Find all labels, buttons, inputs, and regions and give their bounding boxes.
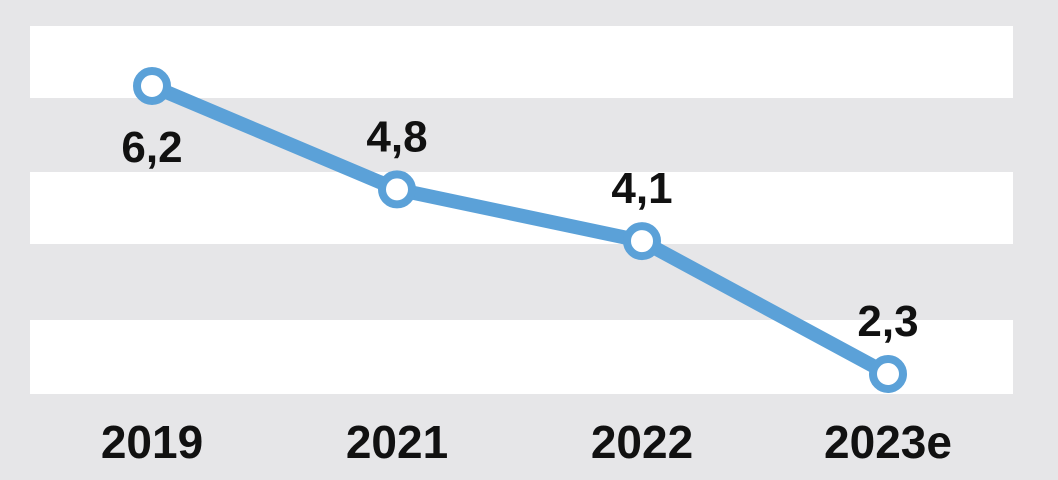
data-point-2022 xyxy=(623,222,661,261)
data-point-2019 xyxy=(133,67,171,105)
series-layer xyxy=(133,67,907,393)
data-label-2019: 6,2 xyxy=(121,123,182,172)
x-tick-label-2019: 2019 xyxy=(101,416,203,468)
data-point-2021 xyxy=(378,170,416,209)
x-axis-tick-labels: 2019 2021 2022 2023e xyxy=(101,416,952,468)
data-label-2022: 4,1 xyxy=(611,164,672,213)
x-tick-label-2023e: 2023e xyxy=(824,416,952,468)
series-line xyxy=(145,79,895,381)
data-label-2023e: 2,3 xyxy=(857,297,918,346)
data-label-2021: 4,8 xyxy=(366,112,427,161)
plot-band xyxy=(30,172,1013,244)
data-point-2023e xyxy=(869,355,907,393)
data-label-layer: 6,2 4,8 4,1 2,3 xyxy=(121,112,918,346)
x-tick-label-2022: 2022 xyxy=(591,416,693,468)
plot-band xyxy=(30,26,1013,98)
x-tick-label-2021: 2021 xyxy=(346,416,448,468)
plot-bands xyxy=(30,26,1013,394)
